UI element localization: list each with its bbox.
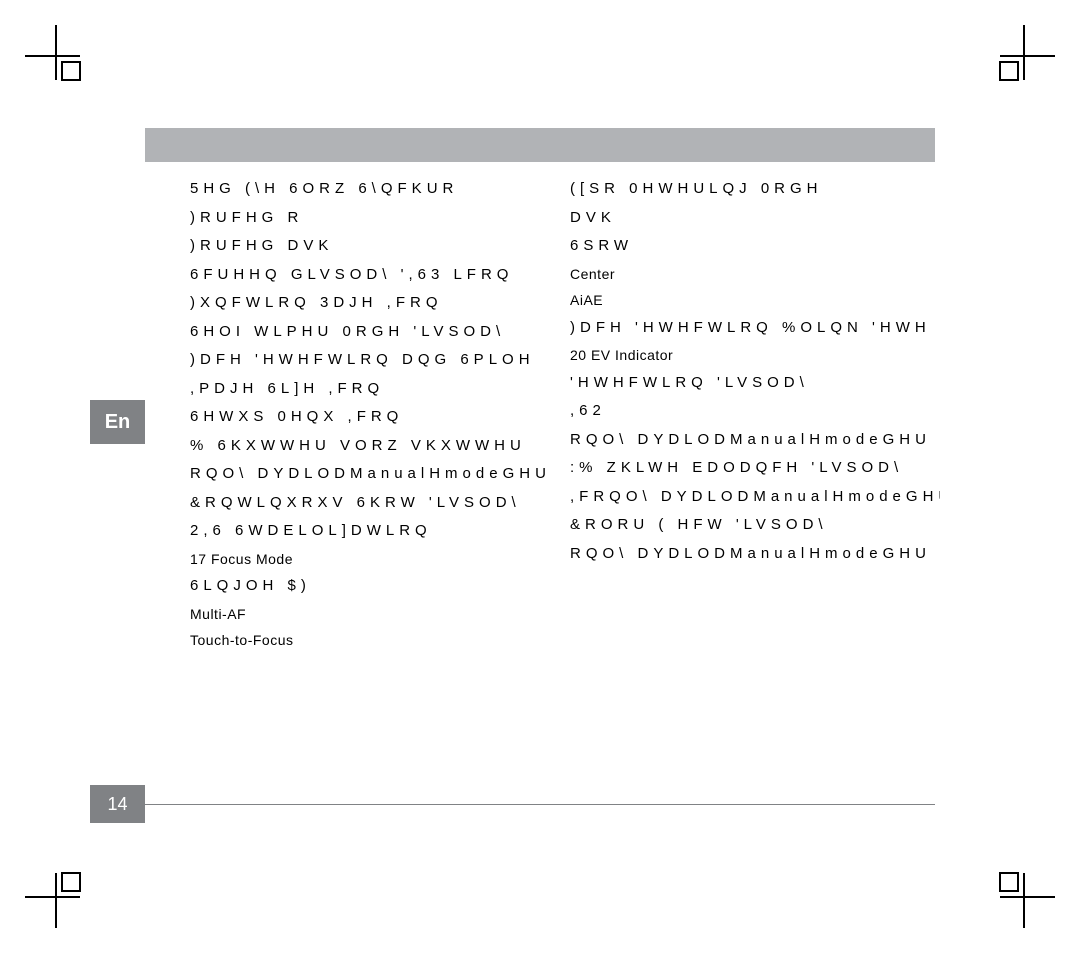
- text-line: 5HG (\H 6ORZ 6\QFKUR: [190, 175, 560, 204]
- text-line: RQO\ DYDLODManualHmodeGHU: [190, 460, 560, 489]
- text-line: 6HWXS 0HQX ,FRQ: [190, 403, 560, 432]
- text-line: 'HWHFWLRQ 'LVSOD\: [570, 369, 940, 398]
- left-column: 5HG (\H 6ORZ 6\QFKUR)RUFHG R)RUFHG DVK6F…: [190, 175, 570, 763]
- text-line: Touch-to-Focus: [190, 627, 560, 654]
- text-line: )XQFWLRQ 3DJH ,FRQ: [190, 289, 560, 318]
- page-number-box: 14: [90, 785, 145, 823]
- text-line: :% ZKLWH EDODQFH 'LVSOD\: [570, 454, 940, 483]
- text-line: )DFH 'HWHFWLRQ DQG 6PLOH: [190, 346, 560, 375]
- page-number: 14: [107, 794, 127, 815]
- language-label: En: [105, 411, 131, 434]
- text-line: &RORU ( HFW 'LVSOD\: [570, 511, 940, 540]
- text-line: )RUFHG DVK: [190, 232, 560, 261]
- text-line: 6LQJOH $): [190, 572, 560, 601]
- text-line: ,PDJH 6L]H ,FRQ: [190, 375, 560, 404]
- text-line: ,FRQO\ DYDLODManualHmodeGHU: [570, 483, 940, 512]
- text-line: AiAE: [570, 287, 940, 314]
- text-line: RQO\ DYDLODManualHmodeGHU: [570, 426, 940, 455]
- text-line: ([SR 0HWHULQJ 0RGH: [570, 175, 940, 204]
- text-line: 20 EV Indicator: [570, 342, 940, 369]
- right-column: ([SR 0HWHULQJ 0RGHDVK 6SRWCenterAiAE)DFH…: [570, 175, 950, 763]
- crop-mark-top-left: [25, 25, 95, 95]
- text-line: 17 Focus Mode: [190, 546, 560, 573]
- crop-mark-bottom-left: [25, 858, 95, 928]
- text-line: ,62: [570, 397, 940, 426]
- crop-mark-top-right: [985, 25, 1055, 95]
- text-line: 6FUHHQ GLVSOD\ ',63 LFRQ: [190, 261, 560, 290]
- crop-mark-bottom-right: [985, 858, 1055, 928]
- text-line: 6SRW: [570, 232, 940, 261]
- text-line: DVK: [570, 204, 940, 233]
- text-columns: 5HG (\H 6ORZ 6\QFKUR)RUFHG R)RUFHG DVK6F…: [190, 175, 950, 763]
- footer-rule: [145, 804, 935, 805]
- language-tab: En: [90, 400, 145, 444]
- text-line: &RQWLQXRXV 6KRW 'LVSOD\: [190, 489, 560, 518]
- text-line: 2,6 6WDELOL]DWLRQ: [190, 517, 560, 546]
- text-line: % 6KXWWHU VORZ VKXWWHU: [190, 432, 560, 461]
- page-content: En 5HG (\H 6ORZ 6\QFKUR)RUFHG R)RUFHG DV…: [90, 120, 990, 853]
- text-line: Center: [570, 261, 940, 288]
- text-line: 6HOI WLPHU 0RGH 'LVSOD\: [190, 318, 560, 347]
- text-line: Multi-AF: [190, 601, 560, 628]
- text-line: )RUFHG R: [190, 204, 560, 233]
- header-bar: [145, 128, 935, 162]
- text-line: RQO\ DYDLODManualHmodeGHU: [570, 540, 940, 569]
- text-line: )DFH 'HWHFWLRQ %OLQN 'HWH: [570, 314, 940, 343]
